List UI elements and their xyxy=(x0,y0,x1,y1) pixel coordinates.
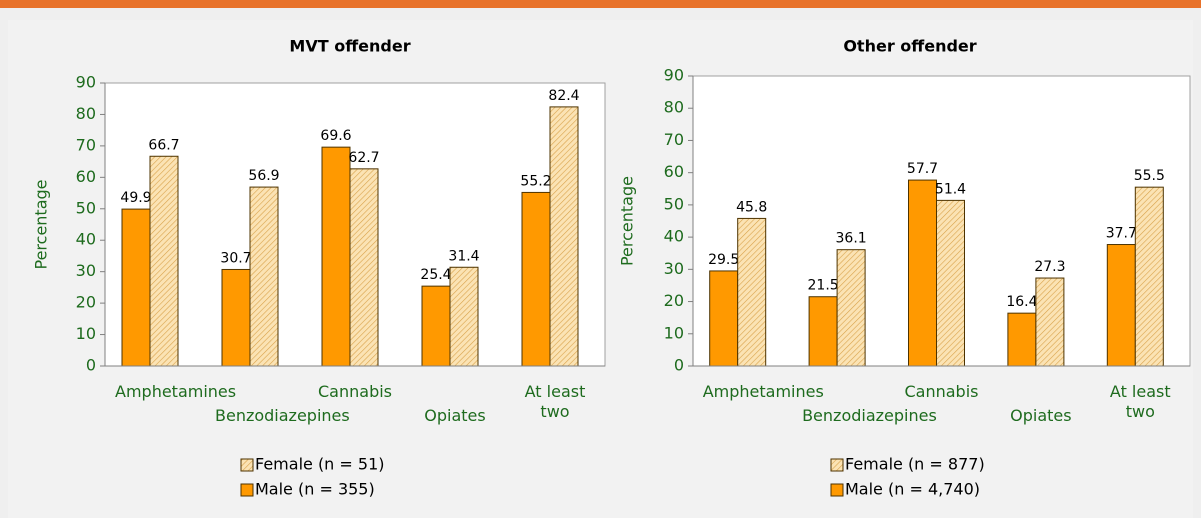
category-text: At least two xyxy=(1109,382,1171,421)
y-tick-label: 20 xyxy=(76,293,96,312)
bar xyxy=(737,217,767,367)
value-label: 69.6 xyxy=(320,128,351,144)
x-tick-label: Benzodiazepines xyxy=(205,406,350,426)
x-tick-label: At least two xyxy=(1091,382,1190,422)
legend-swatch xyxy=(830,483,844,497)
value-label: 27.3 xyxy=(1034,259,1065,275)
y-tick-label: 0 xyxy=(86,356,96,375)
value-label: 55.5 xyxy=(1134,168,1165,184)
y-axis-label: Percentage xyxy=(32,179,51,269)
bar xyxy=(249,186,279,367)
value-label: 82.4 xyxy=(548,88,579,104)
y-tick-label: 70 xyxy=(664,130,684,149)
legend-swatch xyxy=(240,458,254,472)
bar xyxy=(221,268,251,367)
category-text: Benzodiazepines xyxy=(802,406,937,425)
bar xyxy=(808,296,838,367)
y-tick-label: 60 xyxy=(664,162,684,181)
category-text: Cannabis xyxy=(318,382,392,401)
value-label: 56.9 xyxy=(248,168,279,184)
bar xyxy=(121,208,151,367)
value-label: 29.5 xyxy=(708,252,739,268)
x-tick-label: Cannabis xyxy=(892,382,991,402)
x-tick-label: Opiates xyxy=(991,406,1090,426)
bar xyxy=(1007,312,1037,367)
bar xyxy=(936,199,965,367)
value-label: 30.7 xyxy=(220,250,251,266)
legend-label: Female (n = 877) xyxy=(845,455,985,474)
bar xyxy=(908,179,937,367)
bar xyxy=(149,155,179,367)
legend-swatch xyxy=(240,483,254,497)
legend-swatch xyxy=(830,458,844,472)
value-label: 37.7 xyxy=(1106,226,1137,242)
value-label: 36.1 xyxy=(836,231,867,247)
y-tick-label: 40 xyxy=(76,230,96,249)
y-tick-label: 90 xyxy=(664,66,684,85)
chart-title: Other offender xyxy=(843,37,976,56)
y-tick-label: 50 xyxy=(664,194,684,213)
category-text: At least two xyxy=(524,382,586,421)
x-tick-label: Amphetamines xyxy=(105,382,237,402)
y-tick-label: 10 xyxy=(664,323,684,342)
category-text: Amphetamines xyxy=(115,382,237,401)
y-tick-label: 40 xyxy=(664,227,684,246)
bar xyxy=(1106,244,1136,367)
category-text: Opiates xyxy=(424,406,486,425)
top-stripe xyxy=(0,0,1201,8)
value-label: 62.7 xyxy=(348,150,379,166)
y-tick-label: 30 xyxy=(76,261,96,280)
category-text: Opiates xyxy=(1010,406,1072,425)
y-tick-label: 20 xyxy=(664,291,684,310)
legend-label: Male (n = 355) xyxy=(255,480,375,499)
y-tick-label: 80 xyxy=(76,104,96,123)
x-tick-label: Benzodiazepines xyxy=(792,406,937,426)
x-tick-label: Opiates xyxy=(405,406,505,426)
value-label: 66.7 xyxy=(148,137,179,153)
bar xyxy=(449,266,479,367)
y-tick-label: 30 xyxy=(664,259,684,278)
bar xyxy=(521,191,551,367)
chart-title: MVT offender xyxy=(289,37,410,56)
category-text: Cannabis xyxy=(904,382,979,401)
value-label: 55.2 xyxy=(520,173,551,189)
y-tick-label: 60 xyxy=(76,167,96,186)
bar xyxy=(549,106,579,367)
bar xyxy=(1134,186,1164,367)
y-tick-label: 90 xyxy=(76,73,96,92)
value-label: 49.9 xyxy=(120,190,151,206)
value-label: 31.4 xyxy=(448,248,479,264)
y-tick-label: 70 xyxy=(76,135,96,154)
x-tick-label: At least two xyxy=(505,382,605,422)
value-label: 25.4 xyxy=(420,267,451,283)
value-label: 16.4 xyxy=(1006,294,1037,310)
bar xyxy=(836,249,866,367)
legend-label: Male (n = 4,740) xyxy=(845,480,980,499)
legend-label: Female (n = 51) xyxy=(255,455,385,474)
value-label: 45.8 xyxy=(736,199,767,215)
bar xyxy=(349,168,379,367)
value-label: 57.7 xyxy=(907,161,938,177)
x-tick-label: Cannabis xyxy=(305,382,405,402)
category-text: Benzodiazepines xyxy=(215,406,350,425)
y-tick-label: 80 xyxy=(664,98,684,117)
value-label: 21.5 xyxy=(808,278,839,294)
category-text: Amphetamines xyxy=(702,382,824,401)
y-tick-label: 10 xyxy=(76,324,96,343)
bar xyxy=(321,146,351,367)
value-label: 51.4 xyxy=(935,181,966,197)
x-tick-label: Amphetamines xyxy=(693,382,824,402)
y-tick-label: 50 xyxy=(76,198,96,217)
y-tick-label: 0 xyxy=(674,356,684,375)
bar xyxy=(421,285,451,367)
bar xyxy=(1035,277,1065,367)
y-axis-label: Percentage xyxy=(618,176,637,266)
bar xyxy=(709,270,739,367)
